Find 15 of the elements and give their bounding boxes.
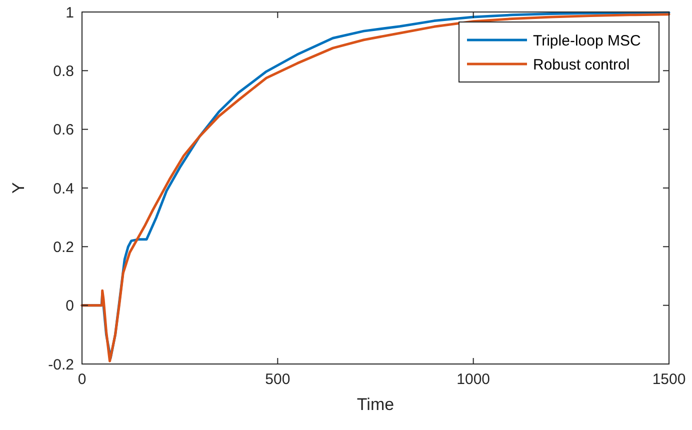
y-tick-label: 0.2 — [53, 238, 74, 256]
x-tick-label: 500 — [265, 371, 290, 388]
y-tick-label: 0 — [66, 298, 74, 315]
y-axis-title: Y — [9, 182, 28, 194]
legend-label: Robust control — [533, 56, 630, 74]
x-tick-label: 1000 — [456, 371, 490, 388]
x-tick-label: 1500 — [652, 371, 686, 388]
y-tick-label: -0.2 — [48, 356, 74, 374]
y-tick-label: 0.6 — [53, 122, 74, 139]
y-tick-label: 1 — [66, 4, 74, 22]
y-tick-label: 0.8 — [53, 62, 74, 80]
y-tick-label: 0.4 — [53, 180, 74, 198]
x-axis-title: Time — [356, 395, 394, 414]
x-tick-label: 0 — [78, 371, 86, 388]
legend-label: Triple-loop MSC — [533, 32, 641, 50]
